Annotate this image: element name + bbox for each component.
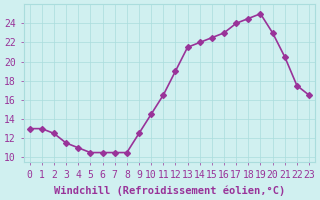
X-axis label: Windchill (Refroidissement éolien,°C): Windchill (Refroidissement éolien,°C) — [54, 185, 285, 196]
